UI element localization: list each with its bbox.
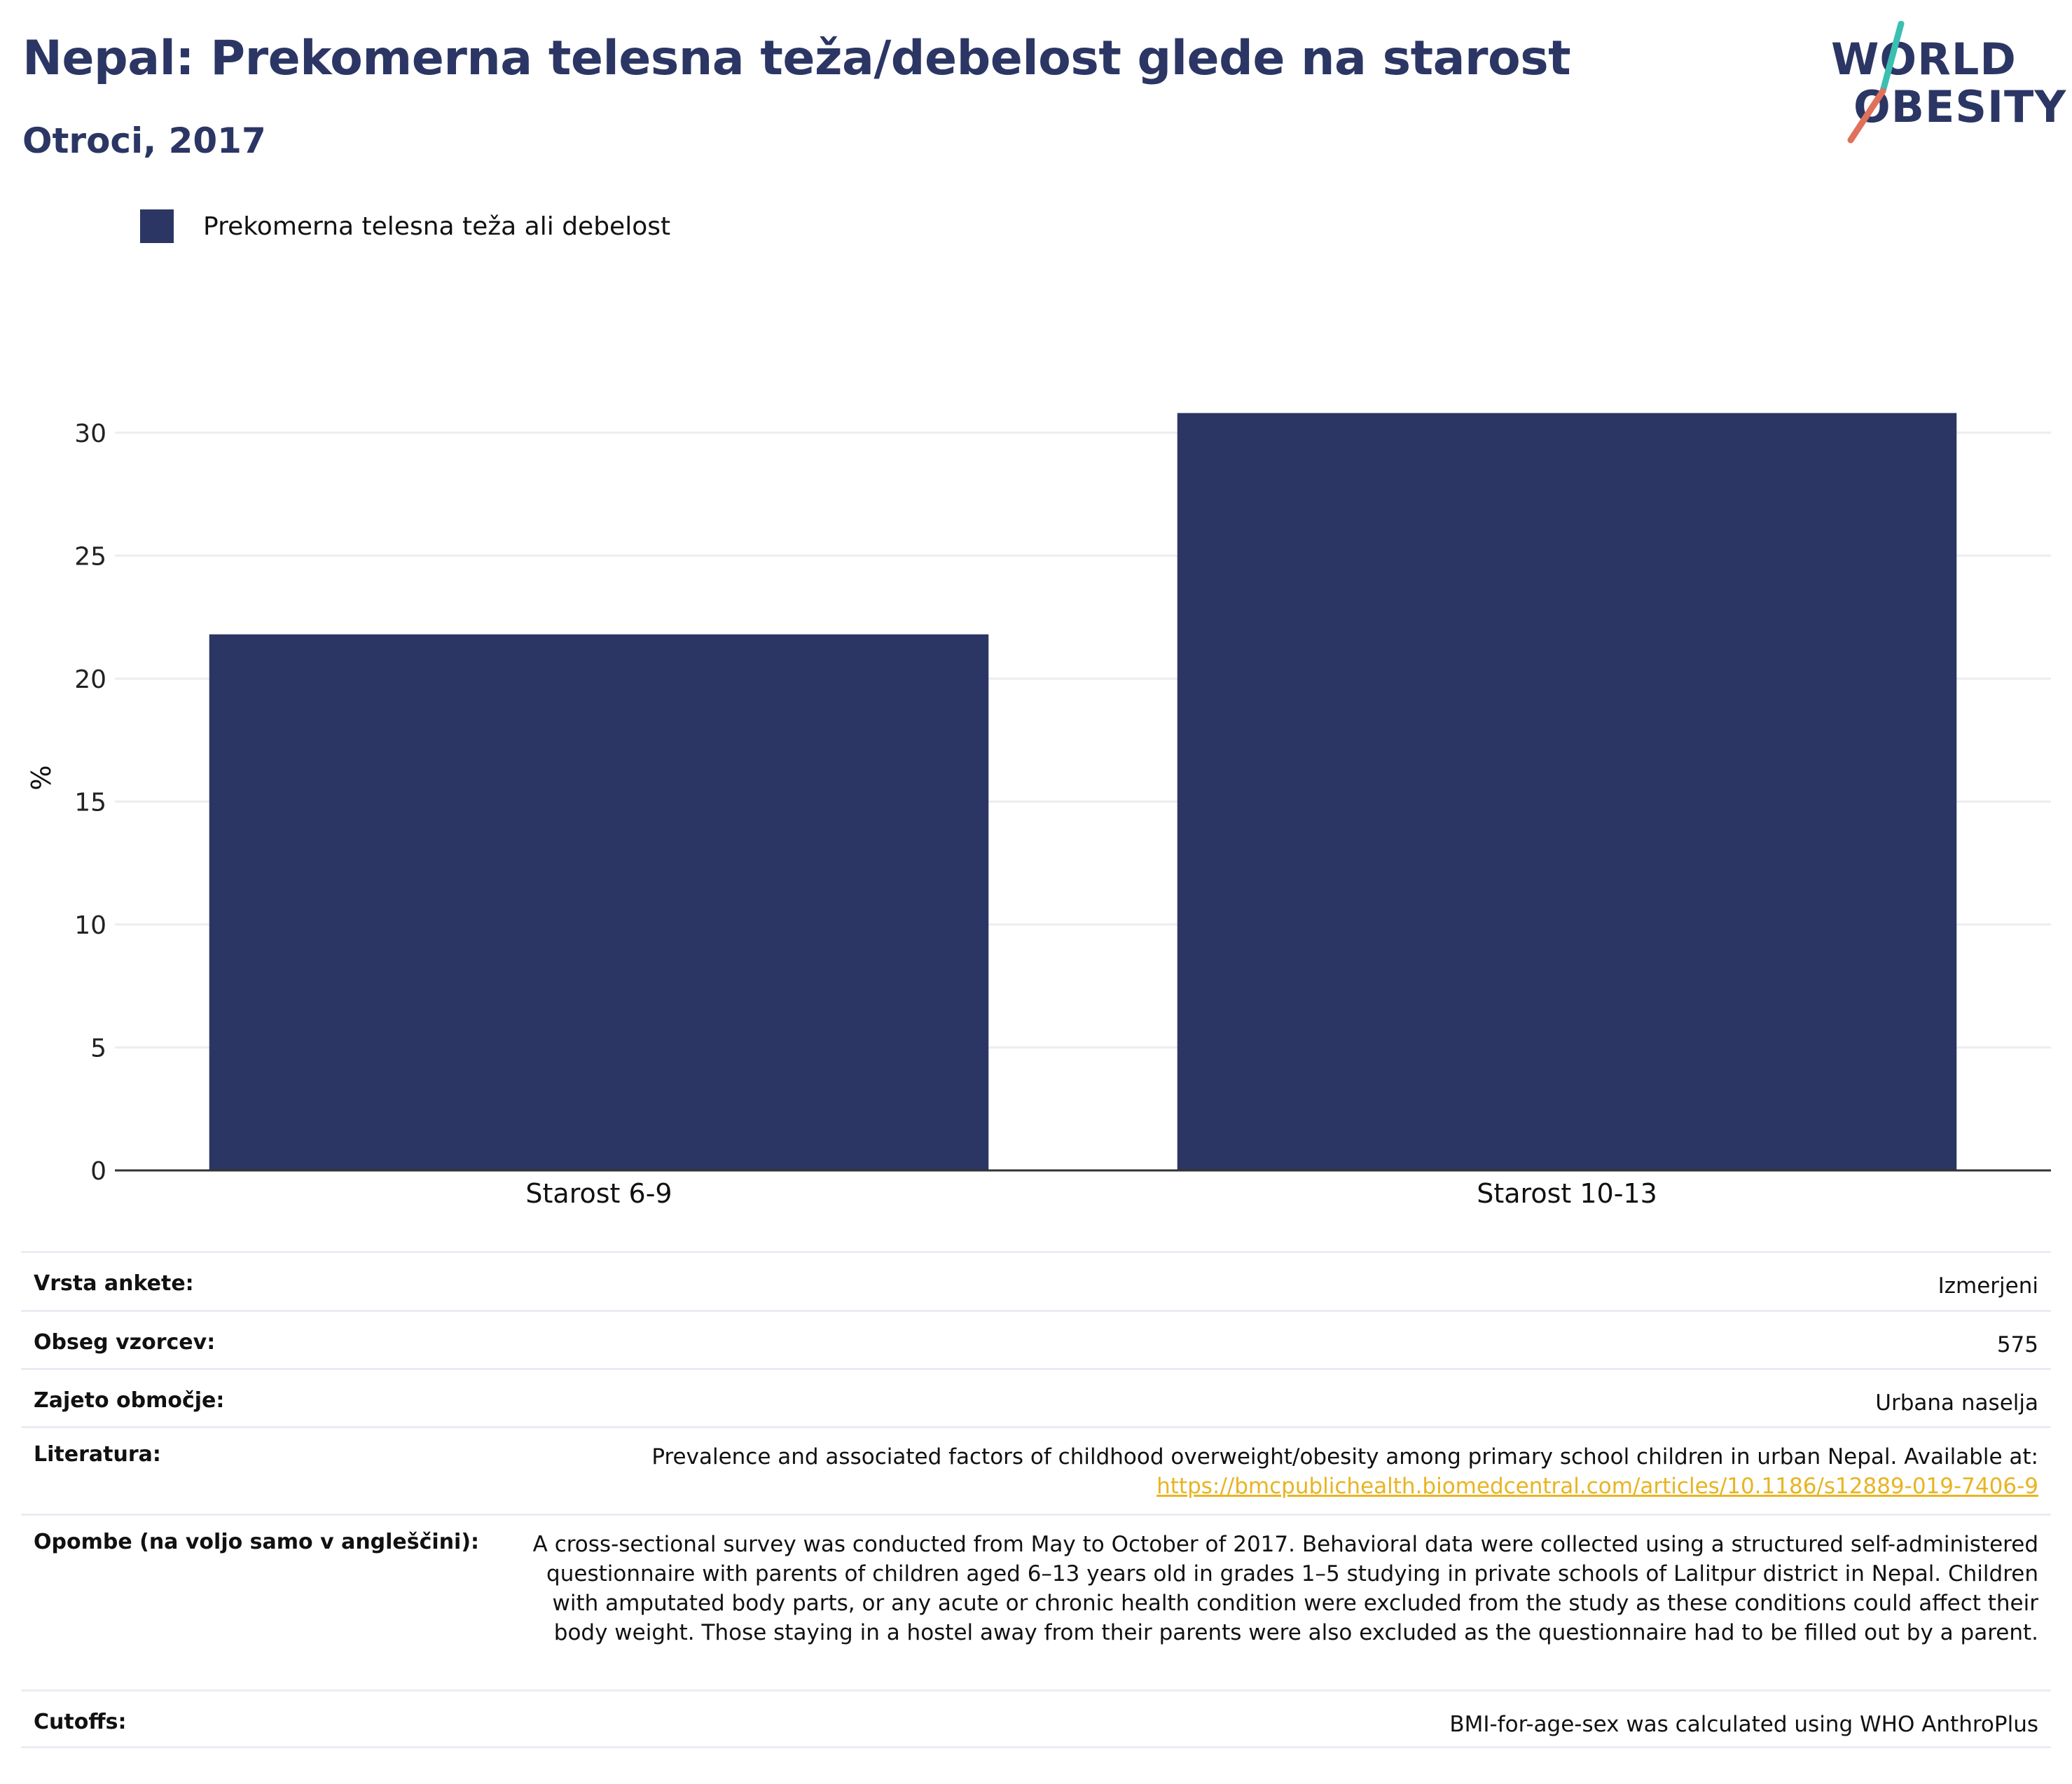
y-tick-label: 10 [74,911,106,940]
survey-row-cutoffs: Cutoffs: BMI-for-age-sex was calculated … [21,1689,2051,1748]
y-tick-label: 5 [90,1034,106,1063]
literature-label: Literatura: [34,1442,161,1467]
literature-link[interactable]: https://bmcpublichealth.biomedcentral.co… [1156,1474,2038,1499]
bar [1177,413,1957,1170]
survey-type-value: Izmerjeni [1938,1273,2038,1299]
legend-label: Prekomerna telesna teža ali debelost [203,212,671,241]
logo-line-2: OBESITY [1853,81,2067,132]
cutoffs-value: BMI-for-age-sex was calculated using WHO… [1449,1712,2038,1737]
y-tick-label: 15 [74,788,106,817]
survey-info-table: Vrsta ankete: Izmerjeni Obseg vzorcev: 5… [21,1251,2051,1748]
literature-value: Prevalence and associated factors of chi… [651,1442,2038,1501]
literature-text: Prevalence and associated factors of chi… [651,1444,2038,1470]
world-obesity-logo: WORLD OBESITY [1821,21,2066,154]
bar [209,634,989,1170]
logo-slash-icon [1847,21,1905,144]
survey-row-sample-size: Obseg vzorcev: 575 [21,1310,2051,1368]
y-tick-label: 30 [74,420,106,448]
page-subtitle: Otroci, 2017 [22,120,266,161]
survey-row-literature: Literatura: Prevalence and associated fa… [21,1426,2051,1514]
notes-value: A cross-sectional survey was conducted f… [532,1532,2038,1645]
y-tick-label: 0 [90,1157,106,1186]
page-title: Nepal: Prekomerna telesna teža/debelost … [22,31,1571,86]
area-label: Zajeto območje: [34,1388,225,1413]
notes-label: Opombe (na voljo samo v angleščini): [34,1530,480,1554]
logo-line-1: WORLD [1831,34,2017,85]
x-tick-label: Starost 10-13 [1477,1178,1657,1209]
legend-swatch [140,209,174,243]
x-tick-label: Starost 6-9 [525,1178,672,1209]
y-tick-label: 20 [74,665,106,694]
chart-legend: Prekomerna telesna teža ali debelost [140,209,670,244]
cutoffs-label: Cutoffs: [34,1710,127,1734]
y-axis-label: % [26,765,57,790]
sample-size-value: 575 [1996,1332,2038,1357]
area-value: Urbana naselja [1875,1390,2038,1416]
survey-type-label: Vrsta ankete: [34,1271,194,1296]
survey-row-notes: Opombe (na voljo samo v angleščini): A c… [21,1514,2051,1689]
y-tick-label: 25 [74,542,106,571]
bar-chart: 0 5 10 15 20 25 30 Starost 6-9 Starost 10-13% [26,413,2051,1209]
survey-row-area: Zajeto območje: Urbana naselja [21,1368,2051,1426]
survey-row-type: Vrsta ankete: Izmerjeni [21,1251,2051,1310]
sample-size-label: Obseg vzorcev: [34,1330,216,1355]
